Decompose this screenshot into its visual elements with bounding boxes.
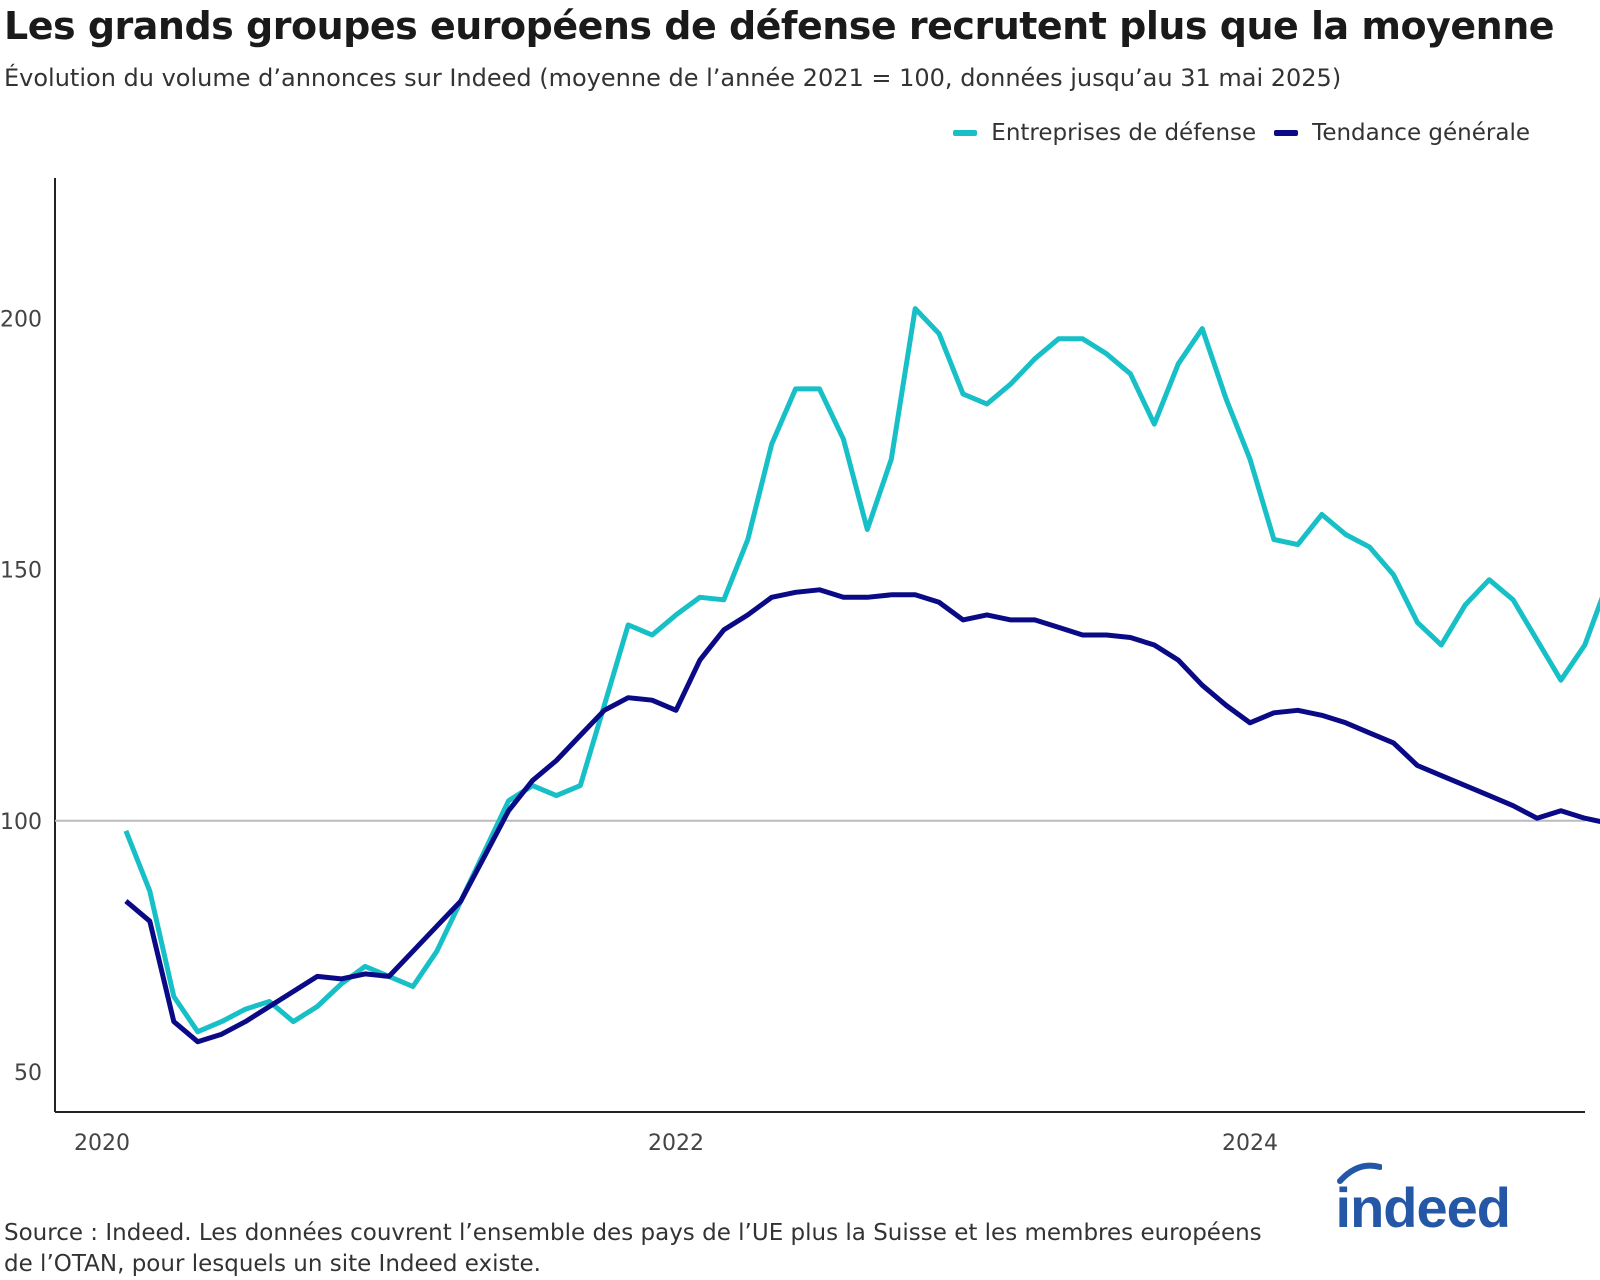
legend-item-defense: Entreprises de défense (953, 120, 1256, 146)
series-line-general (124, 587, 1600, 1045)
y-tick-label: 100 (0, 810, 42, 835)
series-line-defense (123, 306, 1600, 1035)
indeed-logo: indeed (1335, 1162, 1511, 1240)
chart-title: Les grands groupes européens de défense … (4, 4, 1555, 48)
y-tick-label: 150 (0, 559, 42, 584)
chart-legend: Entreprises de défense Tendance générale (935, 120, 1530, 146)
logo-text: indeed (1335, 1176, 1511, 1239)
x-tick-label: 2024 (1222, 1131, 1278, 1156)
legend-swatch-general (1274, 130, 1299, 136)
source-note: Source : Indeed. Les données couvrent l’… (4, 1220, 1262, 1277)
legend-label-defense: Entreprises de défense (991, 120, 1257, 146)
legend-swatch-defense (953, 130, 978, 136)
legend-label-general: Tendance générale (1312, 120, 1530, 146)
chart-subtitle: Évolution du volume d’annonces sur Indee… (4, 64, 1342, 92)
y-tick-label: 200 (0, 308, 42, 333)
logo-arc-icon (1336, 1162, 1382, 1184)
x-tick-label: 2022 (648, 1131, 704, 1156)
line-chart: 50 100 150 200 2020 2022 2024 (0, 178, 1600, 1156)
y-tick-label: 50 (14, 1061, 42, 1086)
x-tick-label: 2020 (74, 1131, 130, 1156)
legend-item-general: Tendance générale (1274, 120, 1530, 146)
